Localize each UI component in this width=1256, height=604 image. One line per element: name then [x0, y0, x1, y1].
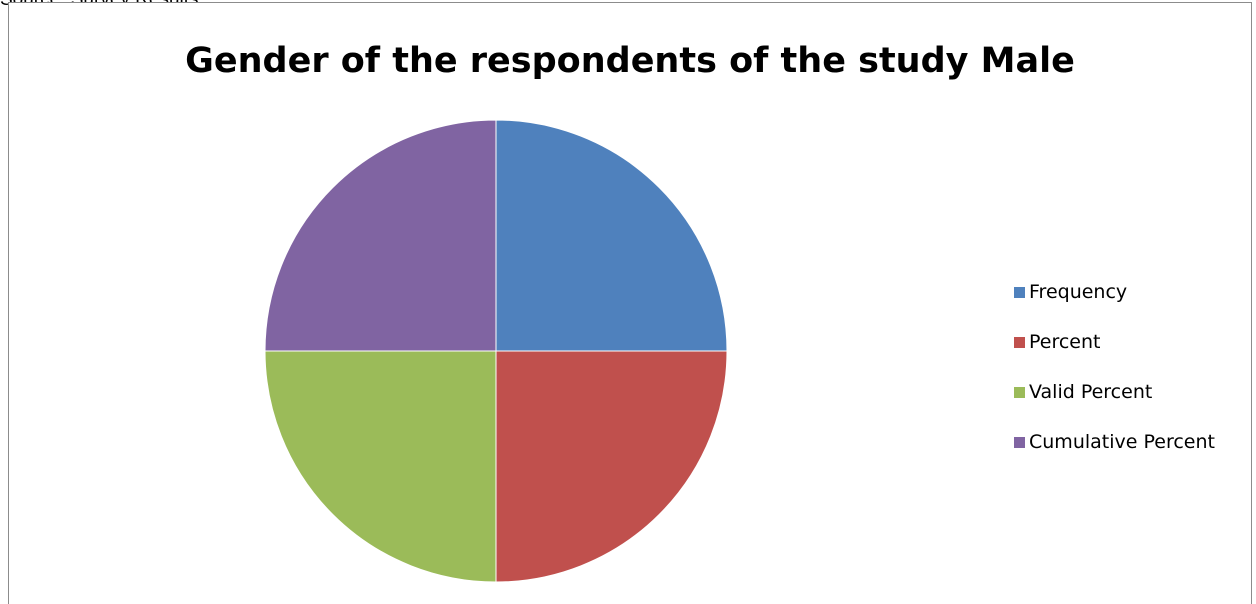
pie-slice-percent [495, 350, 728, 583]
legend-label-frequency: Frequency [1029, 281, 1128, 303]
pie-slice-cumulative-percent [264, 119, 497, 352]
legend-swatch-cumulative-percent [1014, 436, 1025, 448]
legend-swatch-frequency [1014, 286, 1025, 298]
legend-label-cumulative-percent: Cumulative Percent [1029, 431, 1215, 453]
pie-slice-valid-percent [264, 350, 497, 583]
legend-item-percent: Percent [1014, 317, 1215, 367]
legend-swatch-valid-percent [1014, 386, 1025, 398]
chart-legend: Frequency Percent Valid Percent Cumulative … [1014, 267, 1215, 467]
legend-swatch-percent [1014, 336, 1025, 348]
legend-item-frequency: Frequency [1014, 267, 1215, 317]
legend-label-valid-percent: Valid Percent [1029, 381, 1153, 403]
chart-frame: Gender of the respondents of the study M… [8, 2, 1252, 604]
pie-chart [264, 119, 728, 583]
legend-item-cumulative-percent: Cumulative Percent [1014, 417, 1215, 467]
chart-title: Gender of the respondents of the study M… [185, 41, 1075, 81]
pie-slice-frequency [495, 119, 728, 352]
legend-label-percent: Percent [1029, 331, 1101, 353]
legend-item-valid-percent: Valid Percent [1014, 367, 1215, 417]
